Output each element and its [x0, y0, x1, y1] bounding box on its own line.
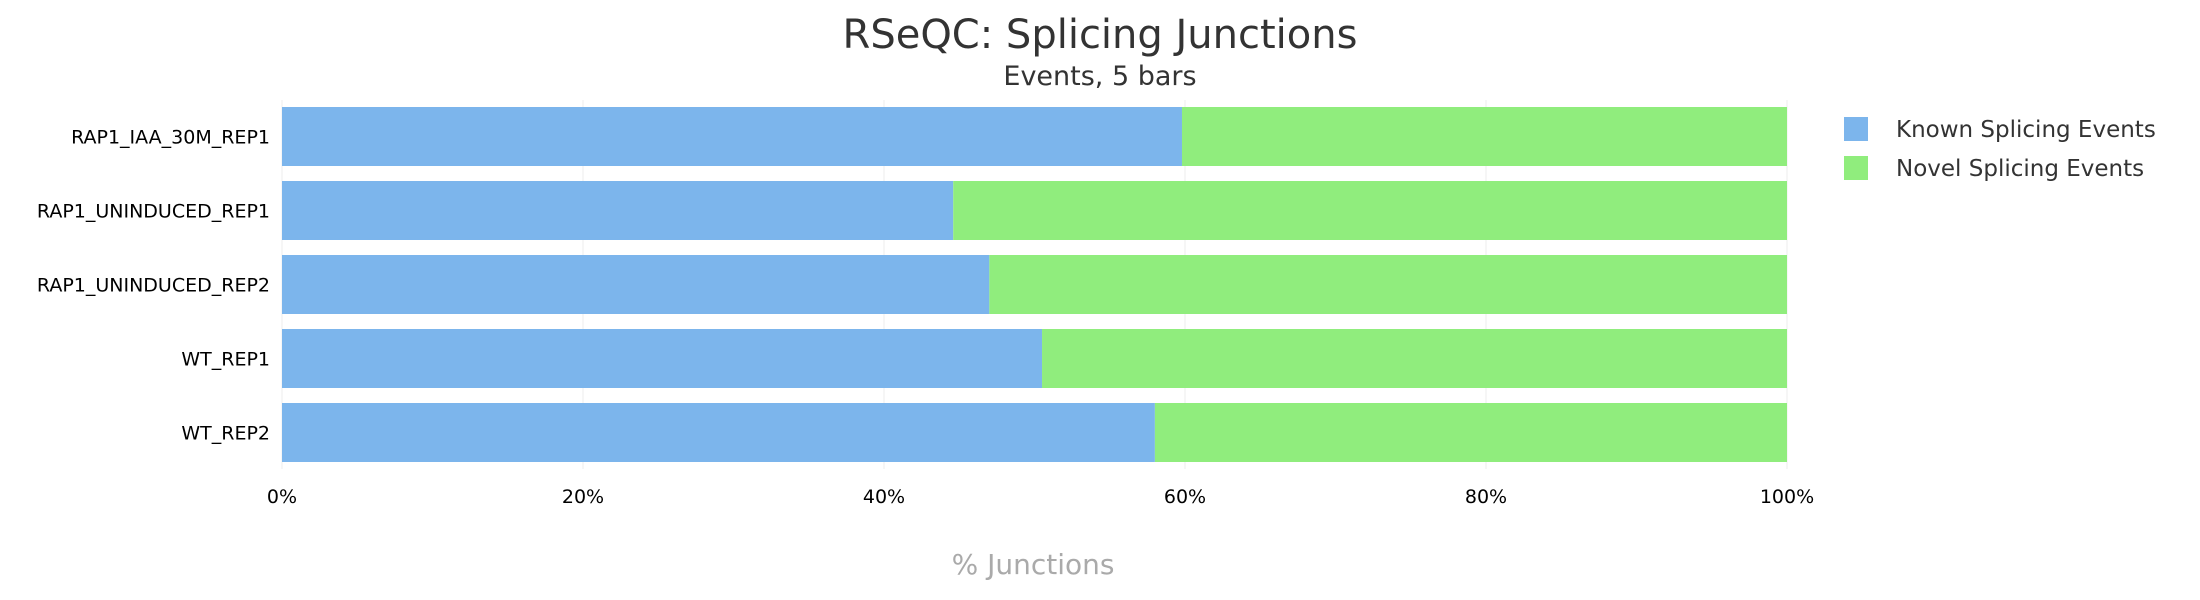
bar-known-splicing-events[interactable]: [282, 255, 990, 314]
x-tick-label: 80%: [1465, 486, 1507, 508]
bar-known-splicing-events[interactable]: [282, 329, 1043, 388]
bar-novel-splicing-events[interactable]: [989, 255, 1787, 314]
legend[interactable]: Known Splicing Events Novel Splicing Even…: [1844, 117, 2156, 182]
bar-novel-splicing-events[interactable]: [1042, 329, 1787, 388]
bar-novel-splicing-events[interactable]: [1154, 403, 1787, 462]
x-tick-label: 100%: [1760, 486, 1814, 508]
chart-subtitle: Events, 5 bars: [1003, 61, 1196, 92]
legend-label[interactable]: Known Splicing Events: [1896, 117, 2156, 143]
legend-swatch[interactable]: [1844, 156, 1868, 180]
x-tick-labels: 0% 20% 40% 60% 80% 100%: [267, 486, 1814, 508]
category-label: WT_REP2: [181, 423, 270, 445]
bars: [282, 107, 1787, 462]
bar-known-splicing-events[interactable]: [282, 107, 1182, 166]
x-tick-label: 60%: [1164, 486, 1206, 508]
bar-known-splicing-events[interactable]: [282, 181, 954, 240]
category-label: RAP1_UNINDUCED_REP1: [37, 201, 270, 223]
bar-known-splicing-events[interactable]: [282, 403, 1155, 462]
x-axis-title: % Junctions: [952, 548, 1115, 581]
bar-novel-splicing-events[interactable]: [953, 181, 1787, 240]
x-tick-label: 0%: [267, 486, 297, 508]
chart-title: RSeQC: Splicing Junctions: [843, 12, 1358, 58]
category-label: RAP1_UNINDUCED_REP2: [37, 275, 270, 297]
legend-label[interactable]: Novel Splicing Events: [1896, 156, 2144, 182]
bar-novel-splicing-events[interactable]: [1181, 107, 1787, 166]
x-tick-label: 20%: [562, 486, 604, 508]
x-tick-label: 40%: [863, 486, 905, 508]
category-labels: RAP1_IAA_30M_REP1 RAP1_UNINDUCED_REP1 RAP1…: [37, 127, 270, 445]
legend-swatch[interactable]: [1844, 117, 1868, 141]
category-label: WT_REP1: [181, 349, 270, 371]
category-label: RAP1_IAA_30M_REP1: [71, 127, 270, 149]
